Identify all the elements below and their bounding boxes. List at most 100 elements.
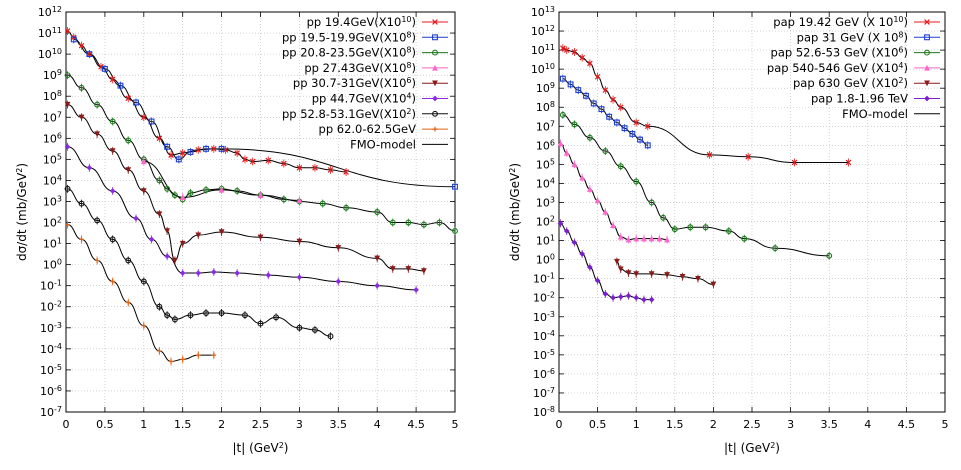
y-tick-label: 105 xyxy=(536,157,555,171)
y-tick-label: 1010 xyxy=(38,47,62,61)
data-point xyxy=(86,164,93,171)
x-tick-label: 3 xyxy=(787,418,794,431)
series-7 xyxy=(64,184,334,341)
data-point xyxy=(148,118,155,125)
data-point xyxy=(234,150,240,156)
data-point xyxy=(452,183,458,190)
y-tick-label: 100 xyxy=(43,258,62,272)
data-point xyxy=(641,235,647,242)
data-point xyxy=(125,137,132,144)
data-point xyxy=(187,312,194,319)
x-tick-label: 0.5 xyxy=(96,418,114,431)
data-point xyxy=(617,233,624,240)
data-point xyxy=(405,219,412,226)
data-point xyxy=(164,253,170,260)
data-point xyxy=(265,272,272,278)
legend-entry-label: FMO-model xyxy=(842,107,908,121)
data-point xyxy=(70,36,77,43)
fmo-model-curve xyxy=(67,188,331,337)
data-point xyxy=(706,152,713,158)
data-point xyxy=(140,278,147,285)
data-point xyxy=(563,47,570,53)
legend-entry-label: pap 540-546 GeV (X104) xyxy=(767,61,908,75)
legend-entry-label: pap 1.8-1.96 TeV xyxy=(811,92,908,106)
data-point xyxy=(187,190,194,197)
data-point xyxy=(171,316,178,323)
x-tick-label: 3 xyxy=(296,418,303,431)
legend-entry-label: pp 19.4GeV(X1010) xyxy=(307,15,416,29)
data-point xyxy=(94,101,101,108)
data-point xyxy=(656,235,663,242)
data-point xyxy=(695,275,701,282)
data-point xyxy=(179,150,186,156)
data-point xyxy=(168,359,174,364)
fmo-model-curve xyxy=(562,78,648,146)
data-point xyxy=(648,296,655,303)
data-point xyxy=(195,352,201,358)
data-point xyxy=(296,164,303,171)
y-tick-label: 103 xyxy=(536,195,555,209)
data-point xyxy=(660,214,667,221)
x-tick-label: 4 xyxy=(374,418,381,431)
y-tick-label: 103 xyxy=(43,194,62,208)
y-tick-label: 1012 xyxy=(531,24,555,38)
y-tick-label: 106 xyxy=(43,131,62,145)
data-point xyxy=(79,236,84,242)
y-tick-label: 104 xyxy=(536,176,555,190)
data-point xyxy=(156,177,163,184)
y-tick-label: 101 xyxy=(536,234,555,248)
grid xyxy=(66,12,455,412)
data-point xyxy=(563,228,570,234)
data-point xyxy=(179,194,186,200)
y-tick-label: 10-7 xyxy=(40,405,62,419)
data-point xyxy=(172,257,178,264)
data-point xyxy=(610,96,616,103)
data-point xyxy=(218,145,225,152)
data-point xyxy=(594,197,601,204)
data-point xyxy=(625,292,632,299)
legend-entry-label: pp 20.8-23.5GeV(X108) xyxy=(282,46,416,60)
data-point xyxy=(563,149,570,156)
data-point xyxy=(644,142,651,149)
data-point xyxy=(109,236,116,243)
data-point xyxy=(617,163,624,170)
data-point xyxy=(791,159,798,166)
data-point xyxy=(64,143,71,150)
legend-marker xyxy=(924,34,930,41)
data-point xyxy=(140,188,147,195)
x-tick-label: 3.5 xyxy=(330,418,348,431)
y-tick-label: 102 xyxy=(536,215,555,229)
legend-marker xyxy=(432,110,438,117)
fmo-model-curve xyxy=(562,114,830,257)
data-point xyxy=(621,125,628,132)
fmo-model-curve xyxy=(67,224,214,362)
data-point xyxy=(772,245,779,252)
series-6 xyxy=(64,142,419,294)
data-point xyxy=(413,287,419,293)
legend-entry-label: pp 62.0-62.5GeV xyxy=(319,122,417,136)
x-tick-label: 5 xyxy=(942,418,949,431)
x-tick-label: 1 xyxy=(140,418,147,431)
data-point xyxy=(218,229,225,236)
y-tick-label: 10-7 xyxy=(533,386,555,400)
data-point xyxy=(125,167,132,173)
y-tick-label: 109 xyxy=(43,68,62,82)
data-point xyxy=(559,111,566,118)
data-point xyxy=(211,352,217,358)
data-point xyxy=(94,131,101,138)
data-point xyxy=(280,196,287,203)
data-point xyxy=(343,169,349,175)
data-point xyxy=(741,235,748,242)
data-point xyxy=(567,81,574,88)
data-point xyxy=(579,54,585,61)
data-point xyxy=(64,185,71,192)
data-point xyxy=(203,145,209,152)
data-point xyxy=(560,45,566,52)
y-tick-label: 10-2 xyxy=(533,291,555,305)
data-point xyxy=(242,156,248,163)
legend-marker xyxy=(432,19,438,25)
data-point xyxy=(65,222,70,228)
x-tick-label: 1 xyxy=(633,418,640,431)
data-point xyxy=(133,99,139,106)
